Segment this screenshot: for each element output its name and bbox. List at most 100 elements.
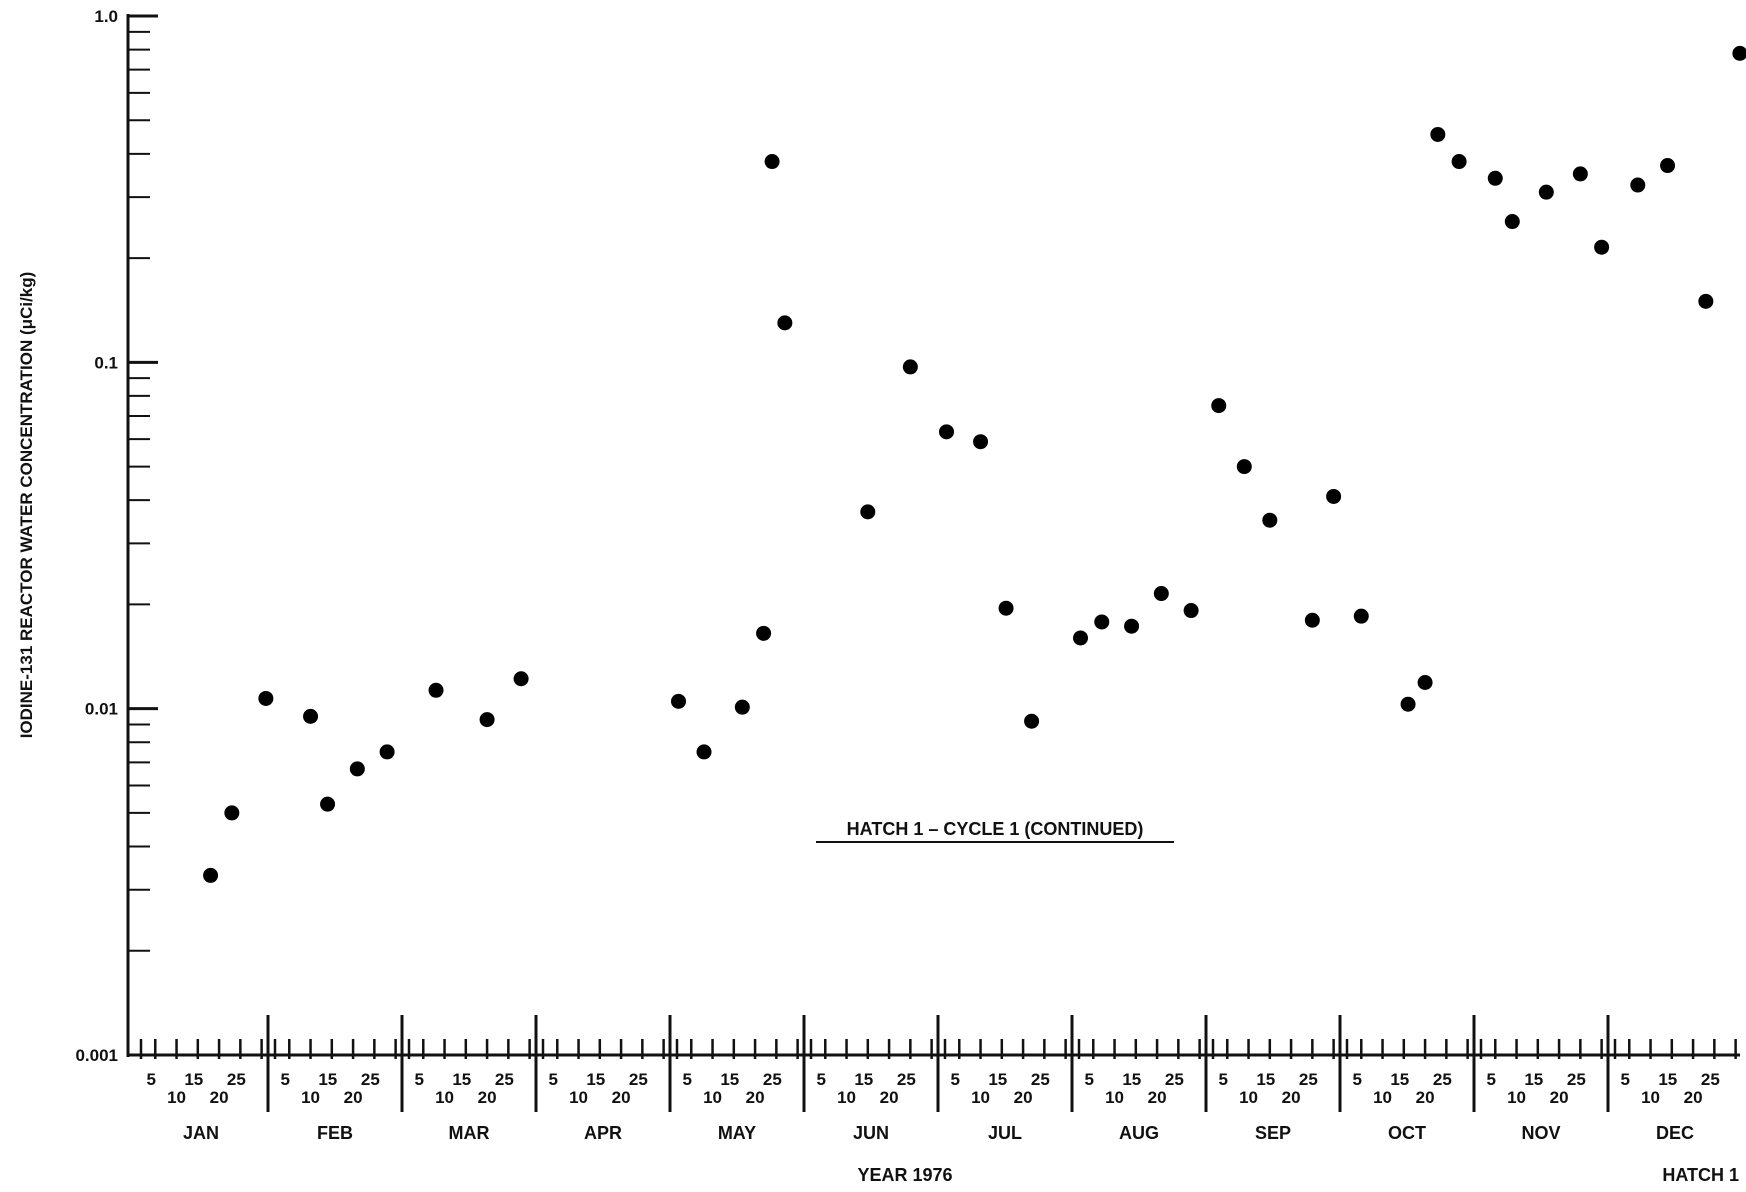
x-day-label: 15 (318, 1070, 337, 1089)
data-point (1262, 512, 1278, 528)
data-point (513, 671, 529, 687)
x-day-label: 20 (1282, 1088, 1301, 1107)
x-day-label: 25 (1701, 1070, 1720, 1089)
x-day-label: 20 (1148, 1088, 1167, 1107)
x-day-label: 15 (184, 1070, 203, 1089)
data-point (1153, 586, 1169, 602)
x-day-label: 20 (1014, 1088, 1033, 1107)
data-point (203, 867, 219, 883)
x-day-label: 5 (1487, 1070, 1496, 1089)
data-point (939, 424, 955, 440)
y-tick-label: 0.001 (75, 1046, 118, 1065)
data-point (764, 154, 780, 170)
month-label-nov: NOV (1521, 1123, 1560, 1143)
x-day-label: 5 (147, 1070, 156, 1089)
data-point (1660, 158, 1676, 174)
month-label-mar: MAR (449, 1123, 490, 1143)
month-label-sep: SEP (1255, 1123, 1291, 1143)
data-point (1183, 603, 1199, 619)
month-label-aug: AUG (1119, 1123, 1159, 1143)
x-day-label: 10 (569, 1088, 588, 1107)
data-point (973, 434, 989, 450)
x-day-label: 20 (1684, 1088, 1703, 1107)
x-day-label: 25 (629, 1070, 648, 1089)
x-day-label: 25 (763, 1070, 782, 1089)
x-day-label: 15 (1658, 1070, 1677, 1089)
x-day-label: 25 (897, 1070, 916, 1089)
data-point (998, 600, 1014, 616)
data-point (696, 744, 712, 760)
x-day-label: 15 (720, 1070, 739, 1089)
data-point (860, 504, 876, 520)
data-point (1732, 45, 1746, 61)
month-label-jul: JUL (988, 1123, 1022, 1143)
x-day-label: 5 (1621, 1070, 1630, 1089)
x-day-label: 5 (281, 1070, 290, 1089)
data-point (1594, 239, 1610, 255)
y-axis: 1.0 0.1 0.01 0.001 (75, 7, 158, 1065)
x-day-label: 25 (1031, 1070, 1050, 1089)
x-day-label: 5 (1085, 1070, 1094, 1089)
month-label-apr: APR (584, 1123, 622, 1143)
data-point (303, 708, 319, 724)
x-day-label: 20 (210, 1088, 229, 1107)
data-point (1211, 398, 1227, 414)
x-day-label: 25 (361, 1070, 380, 1089)
x-day-label: 25 (1433, 1070, 1452, 1089)
x-day-label: 5 (683, 1070, 692, 1089)
data-point (428, 682, 444, 698)
x-day-label: 10 (1105, 1088, 1124, 1107)
corner-label: HATCH 1 (1662, 1165, 1739, 1185)
data-point (258, 690, 274, 706)
data-point (756, 625, 772, 641)
data-point (1487, 170, 1503, 186)
data-points (203, 45, 1746, 883)
x-day-label: 20 (746, 1088, 765, 1107)
data-point (1236, 459, 1252, 475)
x-day-label: 20 (1550, 1088, 1569, 1107)
x-day-label: 15 (854, 1070, 873, 1089)
x-day-label: 15 (586, 1070, 605, 1089)
data-point (1304, 612, 1320, 628)
x-day-label: 10 (1507, 1088, 1526, 1107)
data-point (1630, 177, 1646, 193)
data-point (1430, 126, 1446, 142)
x-day-label: 15 (1256, 1070, 1275, 1089)
x-day-label: 10 (703, 1088, 722, 1107)
y-tick-label: 0.01 (85, 700, 118, 719)
x-day-label: 5 (549, 1070, 558, 1089)
x-day-label: 10 (1373, 1088, 1392, 1107)
x-day-label: 25 (1165, 1070, 1184, 1089)
x-day-label: 15 (1524, 1070, 1543, 1089)
data-point (902, 359, 918, 375)
chart-title: HATCH 1 – CYCLE 1 (CONTINUED) (847, 819, 1144, 839)
data-point (777, 315, 793, 331)
data-point (1073, 630, 1089, 646)
month-label-oct: OCT (1388, 1123, 1426, 1143)
data-point (1400, 696, 1416, 712)
x-day-label: 5 (1353, 1070, 1362, 1089)
data-point (349, 761, 365, 777)
data-point (320, 796, 336, 812)
x-day-label: 5 (1219, 1070, 1228, 1089)
x-day-label: 20 (1416, 1088, 1435, 1107)
month-label-dec: DEC (1656, 1123, 1694, 1143)
x-day-label: 15 (452, 1070, 471, 1089)
x-day-label: 10 (435, 1088, 454, 1107)
x-axis-title: YEAR 1976 (857, 1165, 952, 1185)
month-label-jan: JAN (183, 1123, 219, 1143)
x-day-label: 10 (837, 1088, 856, 1107)
chart-annotation: HATCH 1 – CYCLE 1 (CONTINUED) (816, 819, 1174, 843)
data-point (1417, 675, 1433, 691)
data-point (1024, 713, 1040, 729)
x-day-label: 20 (612, 1088, 631, 1107)
x-day-label: 5 (817, 1070, 826, 1089)
month-label-feb: FEB (317, 1123, 353, 1143)
y-tick-label: 1.0 (94, 7, 118, 26)
data-point (1353, 608, 1369, 624)
data-point (1698, 293, 1714, 309)
data-point (1504, 214, 1520, 230)
x-day-label: 5 (951, 1070, 960, 1089)
data-point (224, 805, 240, 821)
month-label-may: MAY (718, 1123, 756, 1143)
